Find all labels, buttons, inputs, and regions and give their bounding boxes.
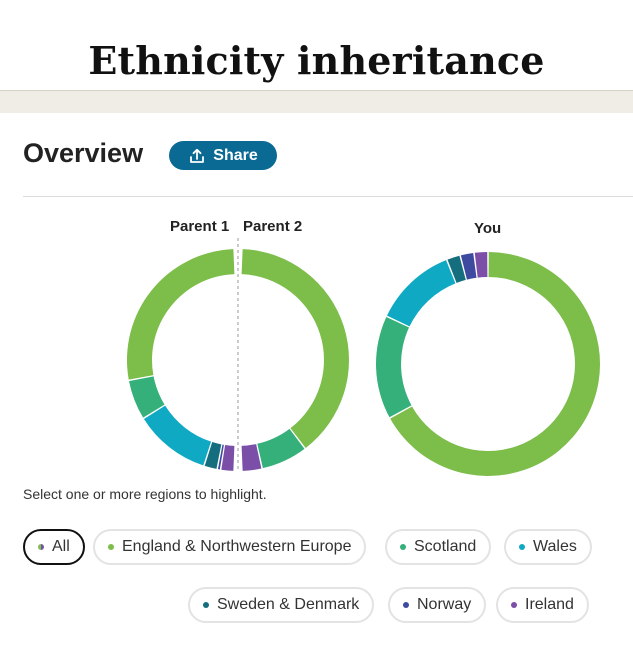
sweden-dot-icon [203,602,209,608]
share-label: Share [213,146,258,164]
filter-pill-wales[interactable]: Wales [504,529,592,565]
filter-pill-ireland[interactable]: Ireland [496,587,589,623]
pill-label: England & Northwestern Europe [122,538,352,555]
all-dot-icon [38,544,44,550]
donut-segment-you-sweden-denmark[interactable] [447,255,466,283]
ireland-dot-icon [511,602,517,608]
donut-segment-parent-1-sweden-denmark[interactable] [204,442,222,469]
donut-segment-parent-1-wales[interactable] [143,405,212,466]
wales-dot-icon [519,544,525,550]
filter-pill-england[interactable]: England & Northwestern Europe [93,529,367,565]
pill-label: All [52,538,70,555]
donut-segment-parent-1-england-northwestern-europe[interactable] [126,249,235,380]
pill-label: Ireland [525,596,574,613]
helper-text: Select one or more regions to highlight. [23,486,267,502]
donut-segment-parent-1-norway[interactable] [217,444,224,470]
scotland-dot-icon [400,544,406,550]
filter-pill-scotland[interactable]: Scotland [385,529,492,565]
page-title: Ethnicity inheritance [88,38,545,83]
donut-segment-parent-1-ireland[interactable] [221,445,235,471]
norway-dot-icon [403,602,409,608]
pill-label: Scotland [414,538,477,555]
filter-pill-all[interactable]: All [23,529,85,565]
england-dot-icon [108,544,114,550]
overview-heading: Overview [23,138,144,168]
ethnicity-donut-charts [126,238,600,476]
pill-label: Norway [417,596,472,613]
donut-segment-parent-2-scotland[interactable] [257,428,305,469]
pill-label: Wales [533,538,577,555]
share-button[interactable]: Share [169,141,277,170]
section-divider [23,196,633,197]
header-band [0,90,633,113]
donut-segment-you-wales[interactable] [386,260,456,327]
share-icon [188,147,206,165]
donut-segment-you-scotland[interactable] [376,317,412,418]
filter-pill-norway[interactable]: Norway [388,587,487,623]
you-label: You [474,220,502,237]
pill-label: Sweden & Denmark [217,596,360,613]
parent2-label: Parent 2 [243,218,303,235]
filter-pill-sweden-denmark[interactable]: Sweden & Denmark [188,587,375,623]
donut-segment-parent-2-ireland[interactable] [241,444,262,471]
donut-segment-parent-2-england-northwestern-europe[interactable] [241,249,350,448]
donut-segment-you-norway[interactable] [460,252,477,280]
parent1-label: Parent 1 [170,218,230,235]
donut-segment-you-ireland[interactable] [474,252,488,278]
donut-segment-parent-1-scotland[interactable] [129,376,165,418]
